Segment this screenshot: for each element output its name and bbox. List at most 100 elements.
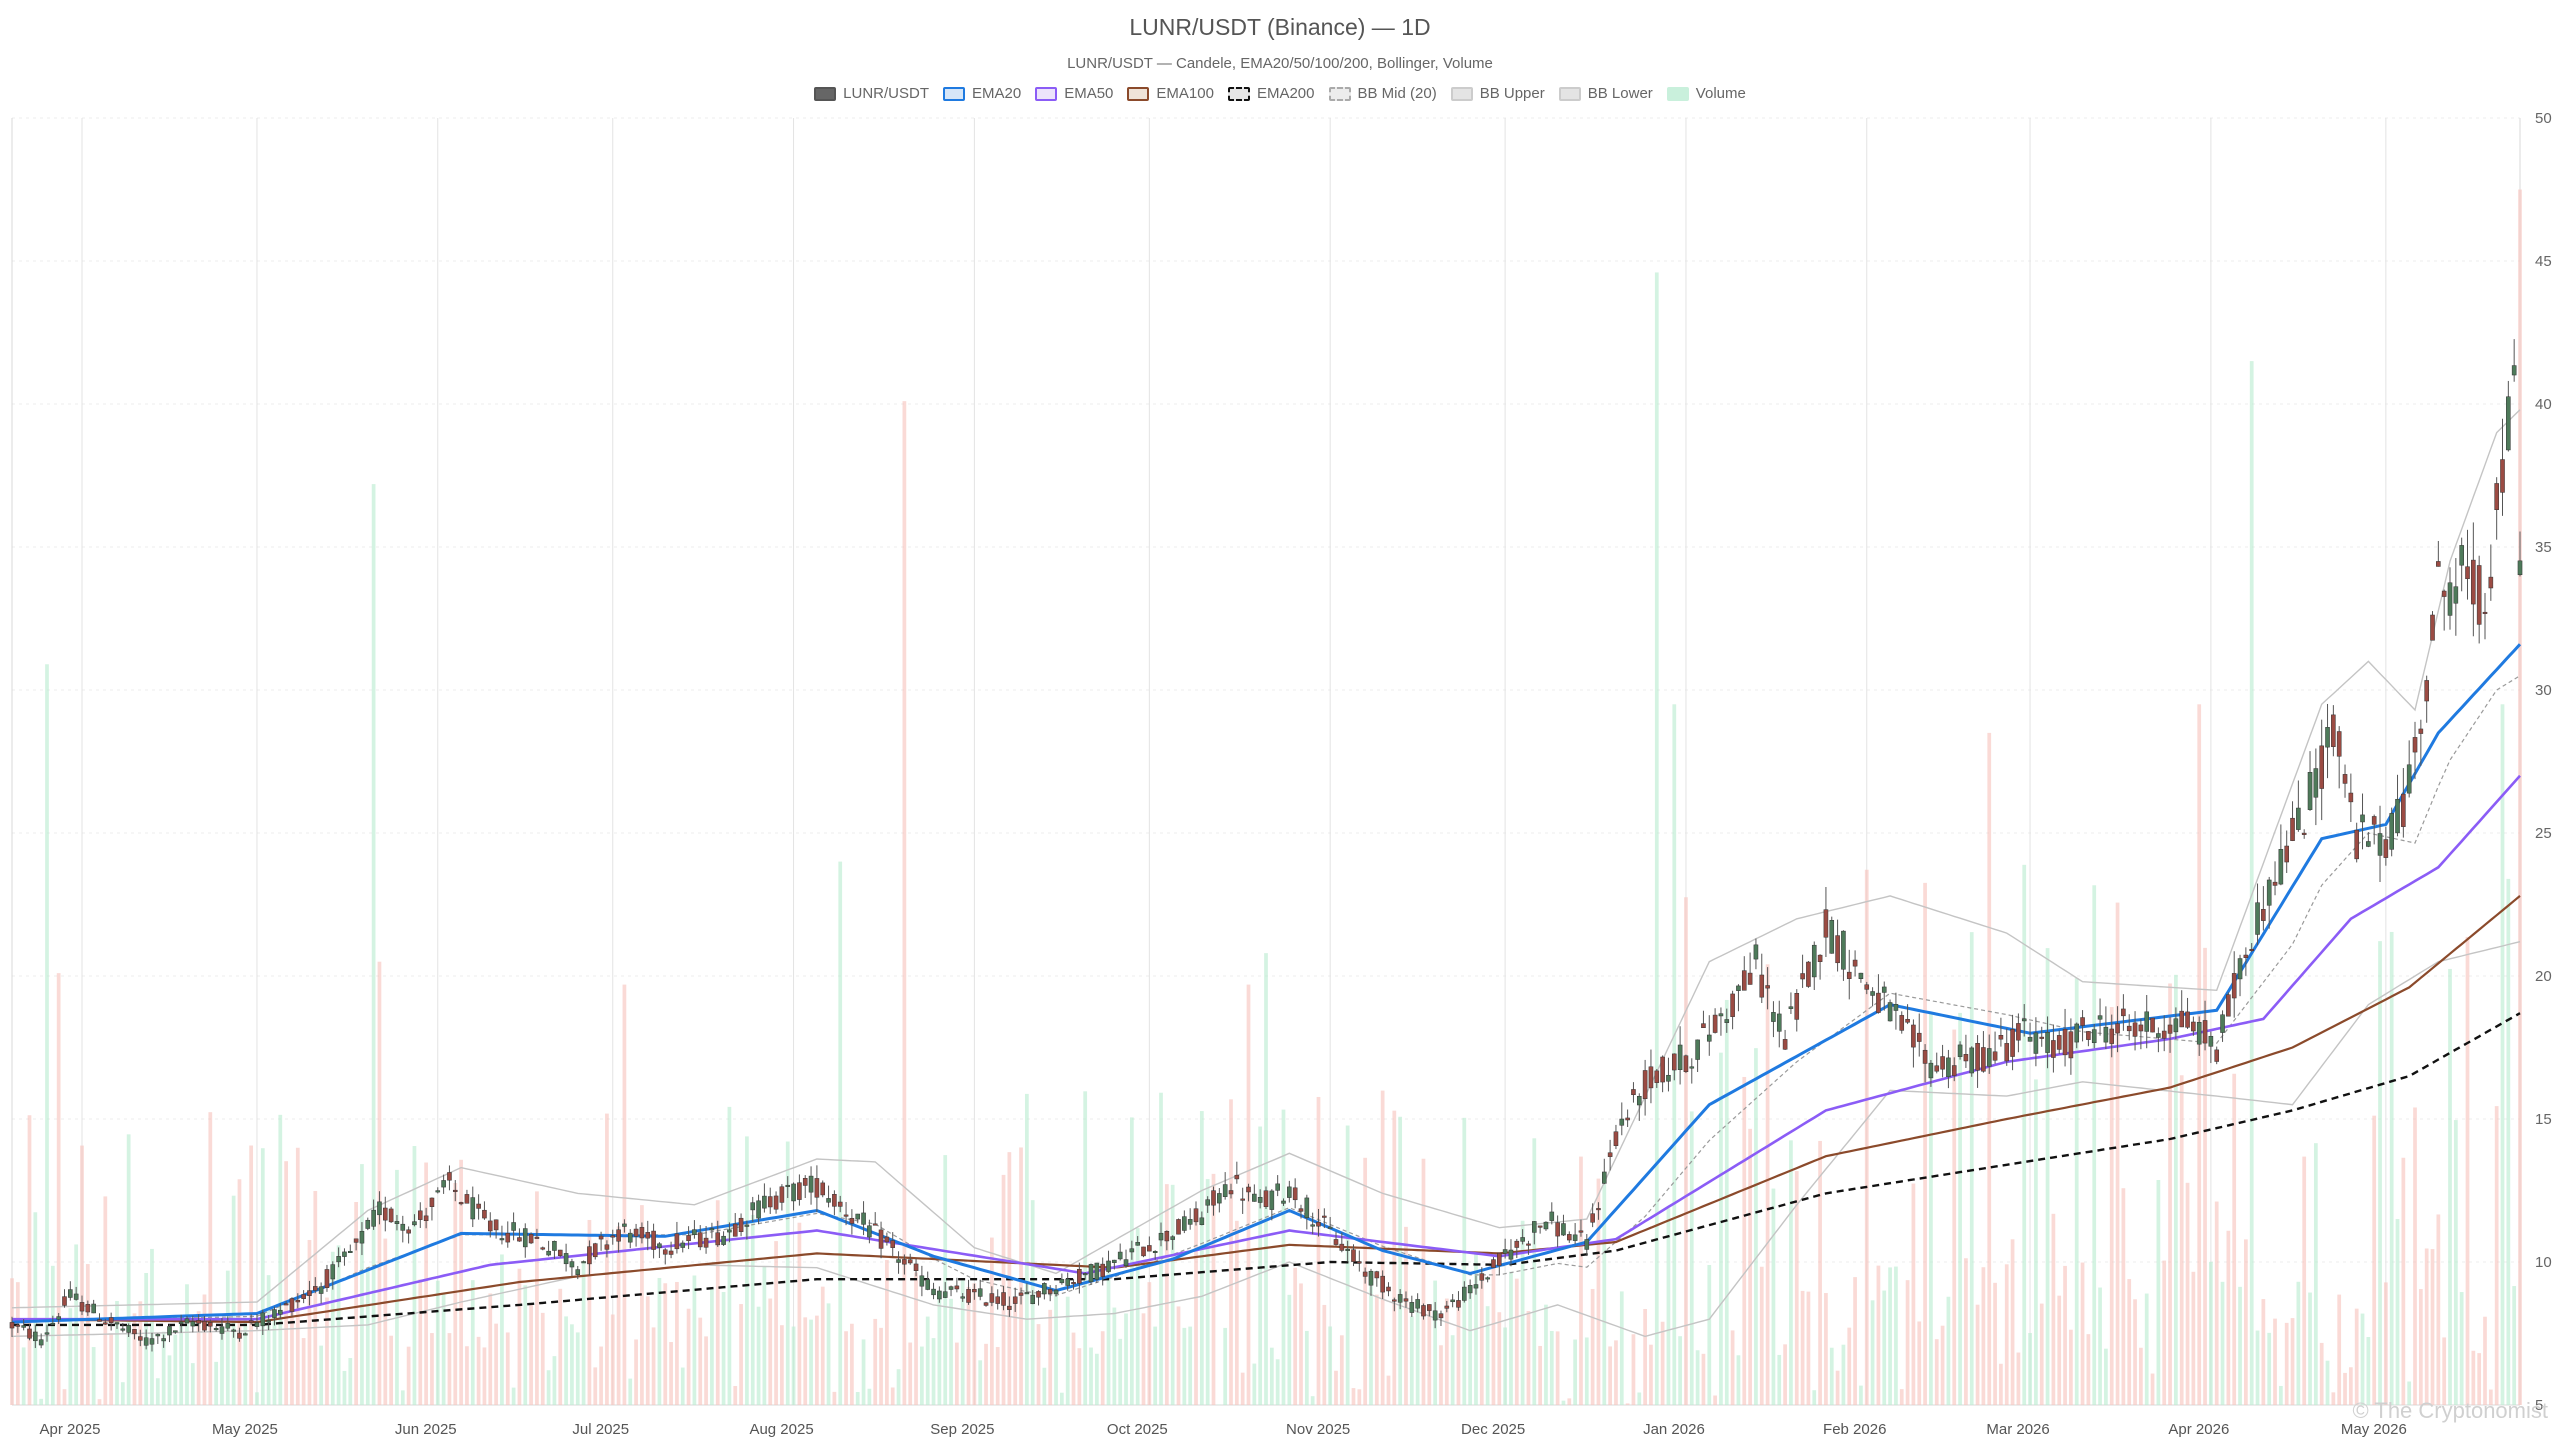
legend-item[interactable]: BB Lower (1558, 85, 1653, 102)
candle-body (1211, 1190, 1216, 1206)
volume-bar (546, 1370, 551, 1405)
legend-item[interactable]: LUNR/USDT (814, 85, 929, 102)
candle-body (2360, 814, 2365, 823)
candle-body (622, 1223, 627, 1227)
volume-bar (1135, 1228, 1140, 1405)
candle-body (1117, 1251, 1123, 1260)
candle-body (1380, 1275, 1385, 1293)
legend-item[interactable]: EMA50 (1035, 85, 1113, 102)
candle-body (785, 1184, 791, 1187)
candle-body (1158, 1232, 1164, 1241)
volume-bar (1287, 1294, 1292, 1405)
volume-bar (109, 1333, 114, 1405)
volume-bar (955, 1342, 959, 1405)
candle-body (1514, 1240, 1520, 1248)
candle-body (1339, 1243, 1345, 1251)
candle-body (2465, 566, 2470, 580)
candle-body (1199, 1217, 1205, 1225)
legend-item[interactable]: BB Upper (1450, 85, 1545, 102)
candle-body (330, 1264, 336, 1280)
volume-bar (1345, 1125, 1350, 1405)
candle-body (2121, 1008, 2126, 1017)
candle-body (616, 1229, 621, 1242)
legend-item[interactable]: BB Mid (20) (1328, 85, 1437, 102)
candle-body (2290, 817, 2295, 841)
candle-body (155, 1333, 161, 1337)
volume-bar (1094, 1353, 1099, 1405)
candle-body (1292, 1187, 1298, 1201)
legend-item[interactable]: Volume (1666, 85, 1746, 102)
volume-bar (1170, 1184, 1175, 1405)
legend-item[interactable]: EMA200 (1227, 85, 1315, 102)
candle-body (1887, 1002, 1893, 1022)
volume-bar (2209, 1261, 2213, 1405)
volume-bar (2185, 1182, 2190, 1405)
candle-body (1969, 1047, 1975, 1074)
volume-bar (1351, 1388, 1356, 1405)
legend-label: BB Lower (1587, 85, 1653, 102)
legend-swatch (1666, 86, 1689, 101)
volume-bar (371, 484, 376, 1406)
volume-bar (500, 1254, 504, 1405)
volume-bar (931, 1338, 936, 1405)
legend-item[interactable]: EMA100 (1127, 85, 1214, 102)
volume-bar (1339, 1335, 1344, 1405)
watermark: © The Cryptonomist (2352, 1398, 2548, 1423)
candle-body (353, 1238, 359, 1243)
volume-bar (377, 961, 382, 1405)
candle-body (1893, 1004, 1899, 1011)
volume-bar (1573, 1339, 1577, 1405)
candle-body (1088, 1264, 1094, 1283)
candle-body (2196, 1022, 2202, 1045)
volume-bar (290, 1309, 294, 1405)
candle-body (872, 1223, 878, 1226)
candle-body (307, 1290, 312, 1296)
volume-bar (570, 1324, 574, 1405)
candle-body (1327, 1226, 1333, 1229)
candle-body (627, 1232, 633, 1243)
volume-bar (1258, 1126, 1263, 1405)
volume-bar (1433, 1280, 1438, 1405)
candle-body (1741, 970, 1747, 991)
candle-body (1182, 1216, 1187, 1231)
legend-swatch (943, 86, 965, 101)
volume-bar (2238, 1286, 2242, 1405)
candle-body (1852, 959, 1858, 967)
volume-bar (2261, 1299, 2266, 1405)
y-tick-label: 30 (2535, 682, 2552, 699)
legend-label: EMA200 (1256, 85, 1315, 102)
candle-body (167, 1326, 172, 1336)
volume-bar (1590, 1288, 1595, 1405)
candle-body (2482, 611, 2488, 614)
candle-body (721, 1235, 726, 1245)
candle-body (1642, 1070, 1648, 1100)
bb-lower-line (11, 941, 2521, 1338)
candle-body (1776, 1013, 1782, 1032)
volume-bar (1013, 1302, 1018, 1405)
volume-bar (441, 1293, 446, 1405)
volume-bar (1614, 1340, 1618, 1405)
volume-bar (208, 1112, 213, 1405)
candle-body (347, 1250, 353, 1253)
volume-bar (628, 1378, 633, 1405)
x-tick-label: Dec 2025 (1461, 1421, 1525, 1438)
candle-body (114, 1322, 120, 1325)
volume-bar (150, 1248, 154, 1405)
volume-bar (459, 1159, 463, 1405)
volume-bar (1509, 1271, 1513, 1405)
candle-body (208, 1322, 213, 1327)
candle-body (942, 1291, 948, 1298)
candle-body (2208, 1035, 2214, 1047)
candle-body (703, 1237, 709, 1248)
candle-body (138, 1336, 143, 1341)
legend-item[interactable]: EMA20 (943, 85, 1021, 102)
candle-body (412, 1221, 417, 1226)
legend-swatch (814, 86, 837, 101)
volume-bar (1444, 1298, 1449, 1405)
volume-bar (873, 1318, 878, 1405)
candle-body (1059, 1279, 1065, 1284)
candle-body (1187, 1219, 1193, 1225)
candle-body (1806, 961, 1811, 987)
candle-body (2366, 841, 2371, 847)
candle-body (213, 1328, 219, 1331)
